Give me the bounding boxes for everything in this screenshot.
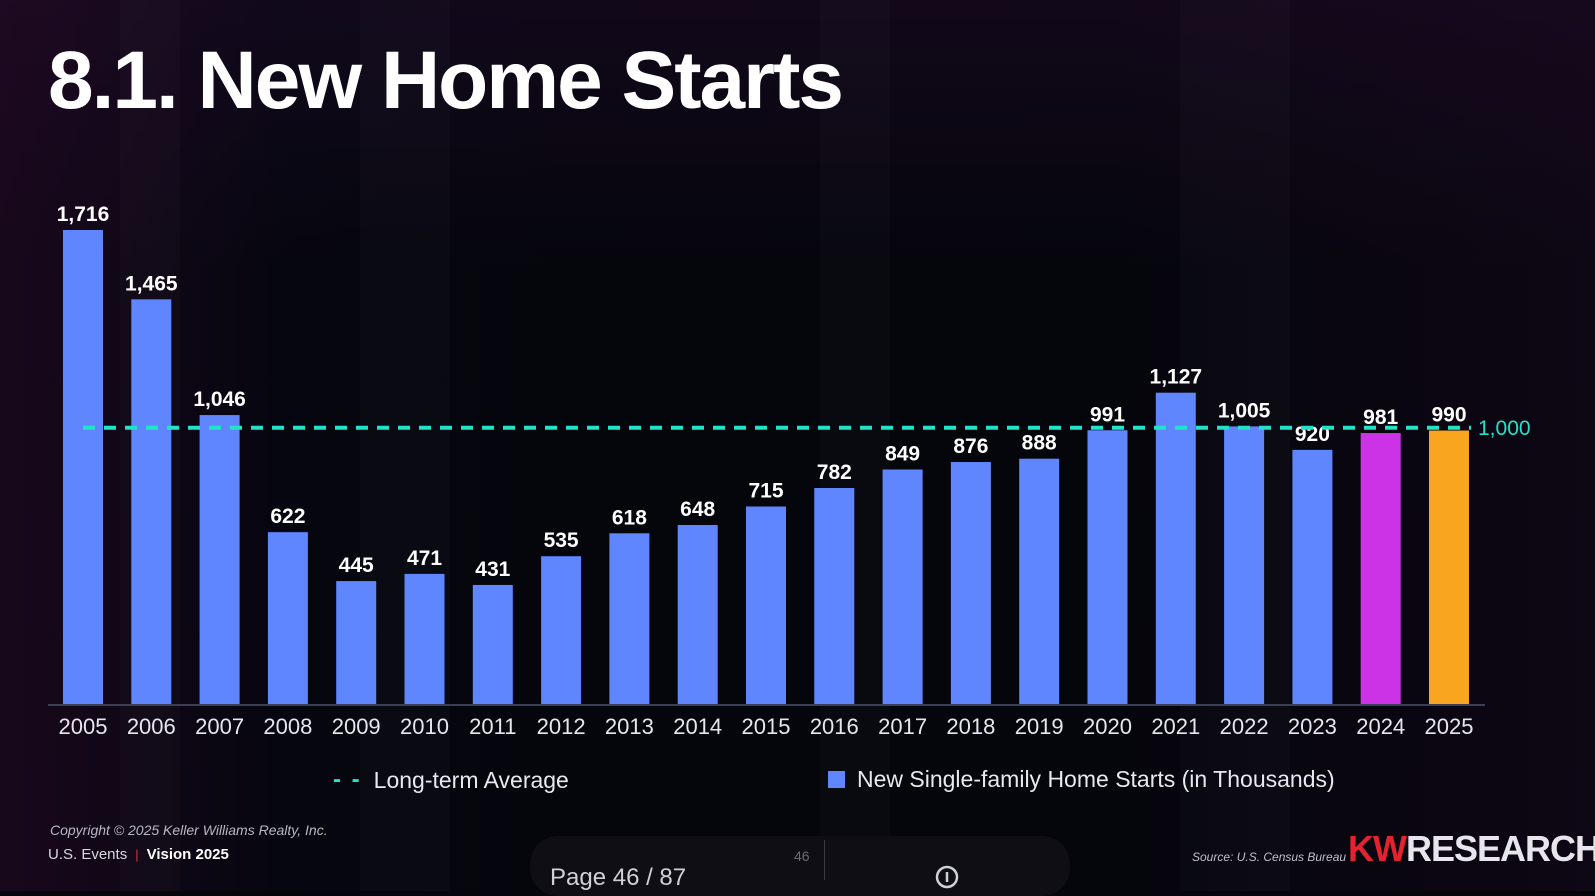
bar-2005	[63, 230, 103, 704]
events-label: U.S. Events	[48, 846, 128, 863]
x-tick-label-2009: 2009	[332, 714, 381, 739]
bar-2016	[814, 487, 855, 704]
data-label-2015: 715	[748, 480, 783, 503]
data-label-2011: 431	[475, 558, 510, 581]
x-tick-label-2010: 2010	[400, 714, 449, 739]
x-tick-label-2020: 2020	[1083, 714, 1132, 739]
data-label-2010: 471	[407, 547, 442, 570]
x-tick-label-2006: 2006	[127, 714, 176, 739]
kw-research-logo: KWRESEARCH	[1348, 828, 1595, 870]
bar-2023	[1292, 449, 1333, 704]
data-label-2014: 648	[680, 498, 715, 521]
x-tick-label-2012: 2012	[537, 714, 586, 739]
bar-2022	[1224, 426, 1265, 704]
x-tick-label-2013: 2013	[605, 714, 654, 739]
x-tick-label-2019: 2019	[1015, 714, 1064, 739]
brand-research: RESEARCH	[1405, 828, 1595, 869]
bar-2012	[541, 556, 582, 704]
data-label-2013: 618	[612, 506, 647, 529]
legend-bars: New Single-family Home Starts (in Thousa…	[828, 766, 1335, 793]
bar-2017	[882, 469, 923, 704]
brand-kw: KW	[1348, 828, 1407, 869]
legend-bars-label: New Single-family Home Starts (in Thousa…	[857, 766, 1335, 792]
bar-2024	[1360, 433, 1401, 704]
slide-title: 8.1. New Home Starts	[48, 35, 844, 126]
copyright-text: Copyright © 2025 Keller Williams Realty,…	[50, 822, 328, 838]
footer-events: U.S. Events | Vision 2025	[48, 846, 229, 863]
bars-group: 1,716 2005 1,465 2006 1,046 2007 622 2008 445 200…	[57, 203, 1474, 739]
x-tick-label-2023: 2023	[1288, 714, 1337, 739]
x-tick-label-2015: 2015	[742, 714, 791, 739]
average-line-group: 1,000	[83, 417, 1531, 440]
data-label-2020: 991	[1090, 403, 1125, 426]
x-tick-label-2021: 2021	[1151, 714, 1200, 739]
vision-label: Vision 2025	[146, 846, 229, 863]
source-text: Source: U.S. Census Bureau	[1192, 850, 1347, 864]
x-tick-label-2007: 2007	[195, 714, 244, 739]
bar-2019	[1019, 458, 1060, 704]
data-label-2008: 622	[270, 505, 305, 528]
data-label-2018: 876	[953, 435, 988, 458]
data-label-2019: 888	[1022, 432, 1057, 455]
data-label-2017: 849	[885, 442, 920, 465]
page-indicator[interactable]: Page 46 / 87	[550, 864, 687, 891]
zoom-in-icon[interactable]	[934, 864, 960, 890]
blue-square-icon	[828, 771, 845, 788]
bar-2018	[950, 462, 991, 704]
data-label-2006: 1,465	[125, 272, 178, 295]
bar-2008	[267, 532, 308, 704]
data-label-2024: 981	[1363, 406, 1398, 429]
bar-2021	[1155, 392, 1196, 704]
data-label-2021: 1,127	[1150, 366, 1203, 389]
dash-line-icon: - -	[333, 766, 362, 793]
bar-2014	[677, 525, 718, 704]
footer-separator: |	[135, 847, 139, 862]
x-tick-label-2014: 2014	[673, 714, 722, 739]
x-tick-label-2024: 2024	[1356, 714, 1405, 739]
viewer-toolbar[interactable]: 46 Page 46 / 87	[530, 836, 1070, 896]
bar-2007	[199, 415, 240, 704]
bar-2013	[609, 533, 650, 704]
x-tick-label-2017: 2017	[878, 714, 927, 739]
bar-2009	[336, 581, 377, 704]
x-tick-label-2008: 2008	[263, 714, 312, 739]
bar-2006	[131, 299, 172, 704]
bar-2025	[1429, 430, 1469, 704]
legend-average-label: Long-term Average	[373, 766, 569, 793]
x-tick-label-2018: 2018	[946, 714, 995, 739]
data-label-2022: 1,005	[1218, 399, 1271, 422]
legend-average: - - Long-term Average	[333, 766, 569, 794]
page-number-ghost: 46	[794, 848, 810, 864]
data-label-2025: 990	[1431, 404, 1466, 427]
data-label-2012: 535	[544, 529, 579, 552]
bar-2010	[404, 573, 445, 704]
toolbar-divider	[824, 840, 825, 880]
bar-2011	[472, 584, 513, 704]
data-label-2005: 1,716	[57, 203, 110, 226]
x-tick-label-2022: 2022	[1220, 714, 1269, 739]
average-value-label: 1,000	[1478, 417, 1531, 440]
bar-2015	[746, 506, 786, 704]
x-tick-label-2011: 2011	[469, 714, 516, 739]
x-tick-label-2005: 2005	[59, 714, 108, 739]
data-label-2016: 782	[817, 461, 852, 484]
x-tick-label-2025: 2025	[1425, 714, 1474, 739]
data-label-2009: 445	[339, 554, 374, 577]
data-label-2007: 1,046	[193, 388, 246, 411]
x-tick-label-2016: 2016	[810, 714, 859, 739]
bar-2020	[1087, 430, 1128, 704]
